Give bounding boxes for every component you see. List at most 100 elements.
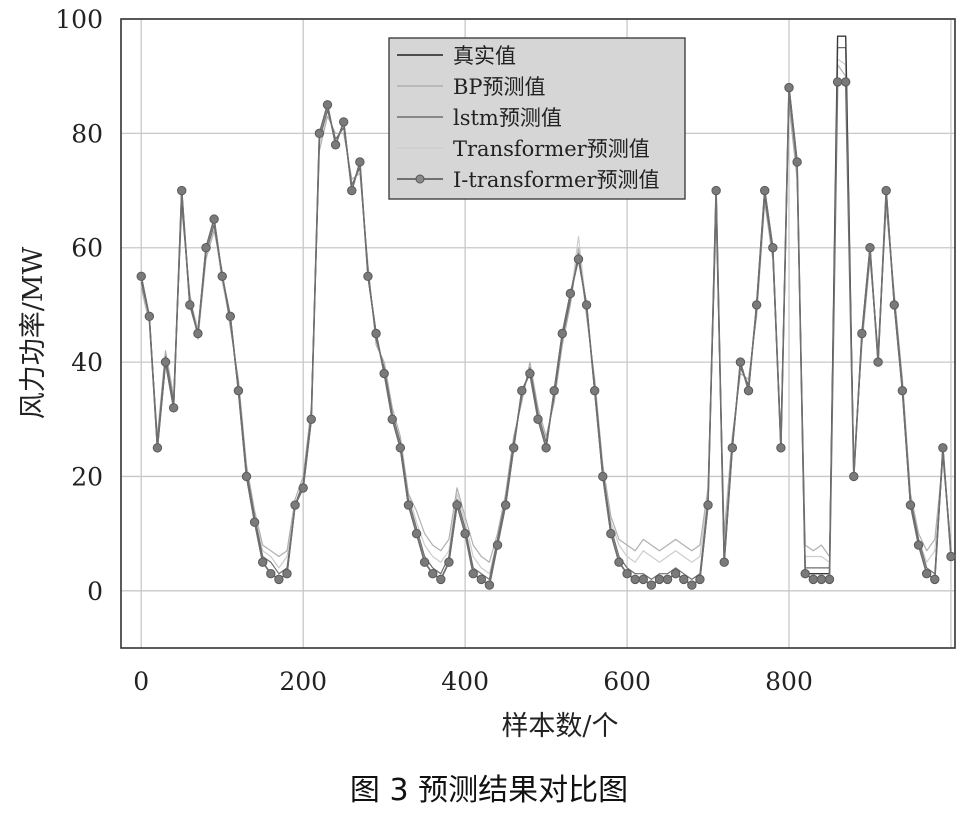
data-point [411,528,422,539]
y-axis-ticks: 0 20 40 60 80 100 [55,5,103,606]
data-point [735,357,746,367]
data-point [347,185,357,196]
data-point [274,574,284,585]
data-point [743,385,754,396]
data-point [614,557,624,567]
data-point [816,574,827,585]
data-point [938,443,948,453]
data-point [598,471,608,482]
data-point [249,517,260,527]
legend-label: lstm预测值 [453,106,562,130]
figure-caption: 图 3 预测结果对比图 [350,773,628,808]
legend-box [388,37,686,200]
data-point [338,117,349,127]
data-point [679,574,689,585]
data-point [193,328,203,339]
data-point [824,574,835,585]
data-point [290,500,300,510]
data-point [638,574,648,585]
data-point [160,357,171,367]
data-point [266,568,276,579]
legend-marker [415,174,425,184]
data-point [484,580,495,590]
y-axis-label: 风力功率/MW [18,247,49,420]
data-point [468,568,478,579]
data-point [905,500,916,510]
data-point [946,551,956,562]
data-point [509,443,519,453]
data-point [930,574,940,585]
data-point [557,328,567,339]
data-point [363,271,373,282]
data-point [436,574,446,585]
data-point [144,311,155,322]
data-point [711,185,721,196]
data-point [727,443,738,453]
x-tick-label: 800 [765,667,813,696]
x-axis-label: 样本数/个 [501,711,618,742]
x-tick-label: 600 [603,667,651,696]
data-point [185,300,195,310]
data-point [152,443,163,453]
data-point [517,385,527,396]
data-point [881,185,891,196]
data-point [322,100,333,110]
data-point [832,77,843,87]
data-point [654,574,665,585]
data-point [298,483,308,493]
data-point [760,185,770,196]
data-point [889,300,899,310]
data-point [670,568,681,579]
legend-label: I-transformer预测值 [453,168,660,192]
legend: 真实值 BP预测值 lstm预测值 Transformer预测值 I-transform… [388,37,686,200]
plot-frame [120,18,956,649]
series-line-1 [140,64,952,563]
legend-label: 真实值 [453,44,516,68]
data-point [533,414,543,424]
x-tick-label: 0 [133,667,149,696]
data-point [849,471,859,482]
data-point [630,574,640,585]
data-point [355,157,365,167]
data-point [921,568,932,579]
legend-label: BP预测值 [453,75,546,99]
y-tick-label: 40 [71,348,103,377]
data-point [792,157,802,167]
data-point [452,500,462,510]
data-point [314,128,325,139]
data-point [371,328,381,339]
data-point [589,385,600,396]
data-point [241,471,252,482]
data-point [282,568,292,579]
data-point [857,328,867,339]
data-point [808,574,819,585]
y-tick-label: 0 [87,577,103,606]
data-point [719,557,729,567]
data-point [662,574,673,585]
data-point [403,500,414,510]
data-point [217,271,227,282]
data-point [541,443,551,453]
data-point [330,140,341,150]
data-point [257,557,268,567]
data-point [225,311,236,322]
data-point [136,271,146,282]
series-line-2 [140,46,952,581]
data-point [873,357,883,367]
data-point [168,403,179,413]
data-point [897,385,908,396]
data-point [800,568,810,579]
data-point [395,443,406,453]
data-point [776,443,786,453]
data-point [840,77,851,87]
data-point [768,243,778,253]
data-point [581,300,592,310]
data-point [177,185,187,196]
data-point [703,500,713,510]
x-axis-ticks: 0 200 400 600 800 [133,667,813,696]
data-point [549,385,559,396]
data-point [492,540,503,550]
data-point [695,574,705,585]
y-tick-label: 60 [71,234,103,263]
x-tick-label: 200 [279,667,327,696]
